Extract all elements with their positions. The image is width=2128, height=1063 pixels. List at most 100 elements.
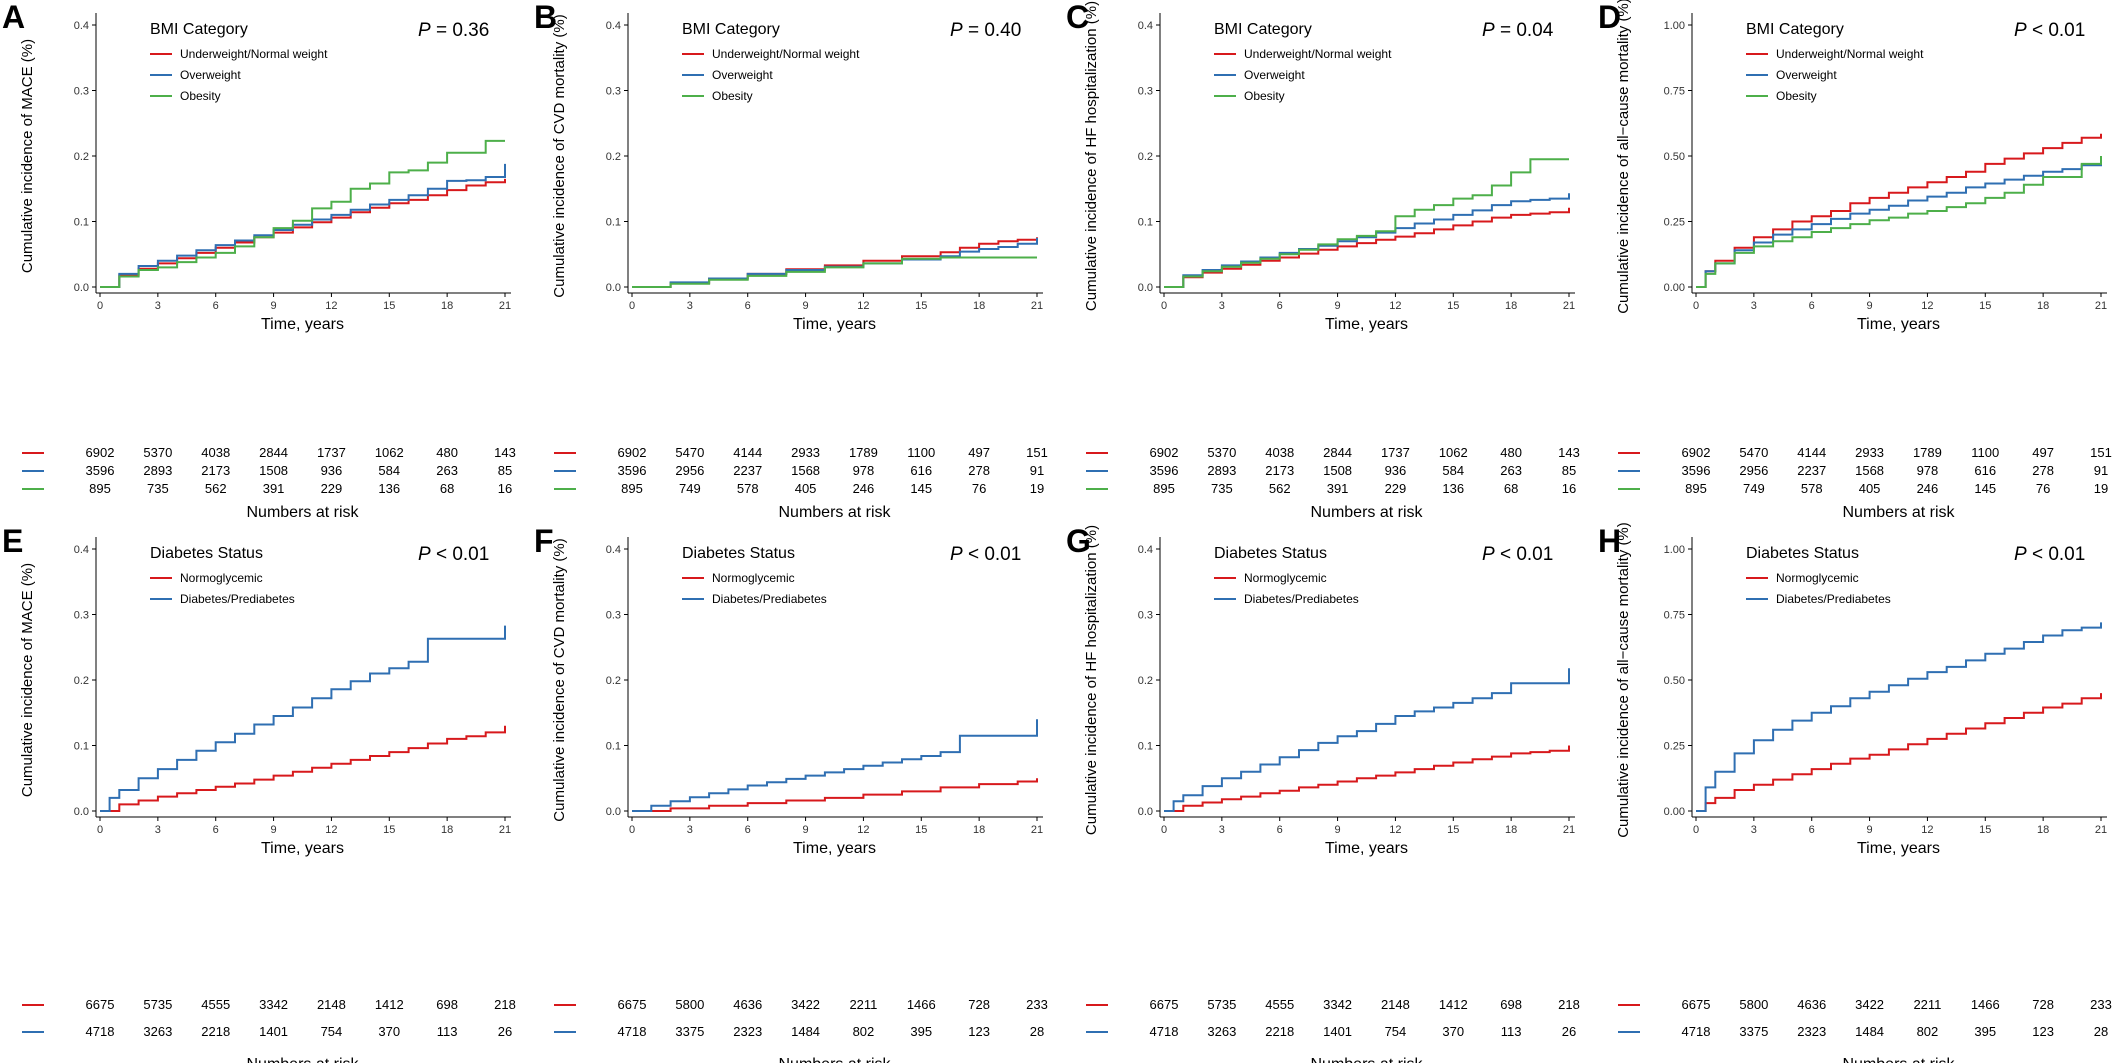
y-tick-label: 0.1	[606, 217, 621, 229]
p-symbol: P	[2014, 544, 2027, 565]
risk-count: 1466	[1971, 997, 2000, 1012]
series-line-1	[100, 725, 506, 812]
y-tick-label: 0.3	[74, 86, 89, 98]
risk-count: 562	[1269, 481, 1291, 496]
panel-letter: G	[1066, 523, 1091, 559]
risk-count: 1737	[1381, 445, 1410, 460]
y-tick-label: 0.3	[1138, 86, 1153, 98]
legend-title: BMI Category	[1214, 21, 1312, 38]
x-tick-label: 3	[1219, 824, 1225, 836]
risk-count: 4636	[733, 997, 762, 1012]
legend-title: BMI Category	[1746, 21, 1844, 38]
p-value: P < 0.01	[418, 544, 489, 565]
risk-count: 218	[494, 997, 516, 1012]
legend-label: Underweight/Normal weight	[1244, 47, 1392, 61]
panel-F: F 0.0 0.1 0.2 0.3 0.4 0 3 6 9 12 15 18 21 Time, years C…	[534, 523, 1048, 1063]
y-axis-title: Cumulative incidence of HF hospitalizati…	[1083, 525, 1100, 835]
y-tick-label: 0.00	[1664, 282, 1685, 294]
x-tick-label: 0	[1693, 300, 1699, 312]
risk-count: 698	[1500, 997, 1522, 1012]
risk-count: 6902	[1682, 445, 1711, 460]
x-tick-label: 18	[441, 300, 453, 312]
risk-count: 3596	[86, 463, 115, 478]
y-tick-label: 0.4	[1138, 20, 1153, 32]
p-value-text: < 0.01	[2027, 544, 2086, 565]
risk-count: 229	[321, 481, 343, 496]
risk-count: 616	[1974, 463, 1996, 478]
x-tick-label: 6	[1809, 824, 1815, 836]
risk-count: 2323	[1797, 1024, 1826, 1039]
risk-count: 6675	[618, 997, 647, 1012]
x-tick-label: 15	[383, 824, 395, 836]
legend-label: Underweight/Normal weight	[712, 47, 860, 61]
legend-label: Underweight/Normal weight	[180, 47, 328, 61]
risk-count: 2237	[1797, 463, 1826, 478]
x-axis-title: Time, years	[261, 316, 344, 333]
y-tick-label: 0.1	[606, 741, 621, 753]
risk-count: 229	[1385, 481, 1407, 496]
risk-count: 370	[378, 1024, 400, 1039]
p-value-text: < 0.01	[1495, 544, 1554, 565]
x-tick-label: 9	[1335, 300, 1341, 312]
x-tick-label: 21	[2095, 300, 2107, 312]
risk-count: 395	[910, 1024, 932, 1039]
y-tick-label: 1.00	[1664, 544, 1685, 556]
y-tick-label: 0.1	[1138, 217, 1153, 229]
y-tick-label: 0.3	[1138, 610, 1153, 622]
x-tick-label: 3	[1219, 300, 1225, 312]
risk-count: 6675	[1150, 997, 1179, 1012]
y-axis-title: Cumulative incidence of all−cause mortal…	[1615, 0, 1632, 314]
risk-count: 1062	[375, 445, 404, 460]
x-tick-label: 21	[1031, 824, 1043, 836]
legend-label: Obesity	[180, 89, 221, 103]
risk-count: 480	[1500, 445, 1522, 460]
risk-count: 1412	[1439, 997, 1468, 1012]
risk-count: 76	[2036, 481, 2050, 496]
y-axis-title: Cumulative incidence of MACE (%)	[19, 563, 36, 797]
risk-count: 584	[378, 463, 400, 478]
legend-title: BMI Category	[682, 21, 780, 38]
risk-count: 136	[1442, 481, 1464, 496]
risk-count: 698	[436, 997, 458, 1012]
panel-letter: A	[2, 0, 25, 35]
x-tick-label: 12	[1389, 824, 1401, 836]
risk-count: 895	[621, 481, 643, 496]
x-axis-title: Time, years	[1325, 316, 1408, 333]
y-tick-label: 0.75	[1664, 610, 1685, 622]
risk-table-title: Numbers at risk	[1310, 504, 1423, 521]
risk-count: 5735	[143, 997, 172, 1012]
risk-count: 978	[853, 463, 875, 478]
p-symbol: P	[950, 20, 963, 41]
risk-count: 4718	[86, 1024, 115, 1039]
risk-table-title: Numbers at risk	[778, 504, 891, 521]
risk-count: 76	[972, 481, 986, 496]
risk-count: 278	[968, 463, 990, 478]
risk-count: 2211	[849, 997, 877, 1012]
risk-count: 28	[2094, 1024, 2108, 1039]
risk-count: 136	[378, 481, 400, 496]
legend-title: BMI Category	[150, 21, 248, 38]
x-tick-label: 0	[97, 300, 103, 312]
risk-count: 2893	[143, 463, 172, 478]
risk-count: 2956	[675, 463, 704, 478]
panel-D: D 0.00 0.25 0.50 0.75 1.00 0 3 6 9 12 15 18 21 Time, y…	[1598, 0, 2112, 521]
risk-count: 91	[1030, 463, 1044, 478]
risk-count: 728	[2032, 997, 2054, 1012]
series-line-1	[1164, 745, 1570, 812]
panel-E: E 0.0 0.1 0.2 0.3 0.4 0 3 6 9 12 15 18 21 Time, years C…	[2, 523, 516, 1063]
legend-label: Overweight	[1244, 68, 1305, 82]
legend-label: Overweight	[712, 68, 773, 82]
risk-count: 3422	[1855, 997, 1884, 1012]
risk-count: 2148	[1381, 997, 1410, 1012]
x-tick-label: 15	[915, 824, 927, 836]
risk-count: 895	[89, 481, 111, 496]
y-tick-label: 0.3	[74, 610, 89, 622]
risk-count: 143	[494, 445, 516, 460]
x-tick-label: 9	[803, 300, 809, 312]
p-symbol: P	[2014, 20, 2027, 41]
risk-count: 2893	[1207, 463, 1236, 478]
x-tick-label: 3	[155, 824, 161, 836]
y-tick-label: 0.2	[606, 151, 621, 163]
risk-count: 123	[968, 1024, 990, 1039]
risk-count: 3263	[1207, 1024, 1236, 1039]
